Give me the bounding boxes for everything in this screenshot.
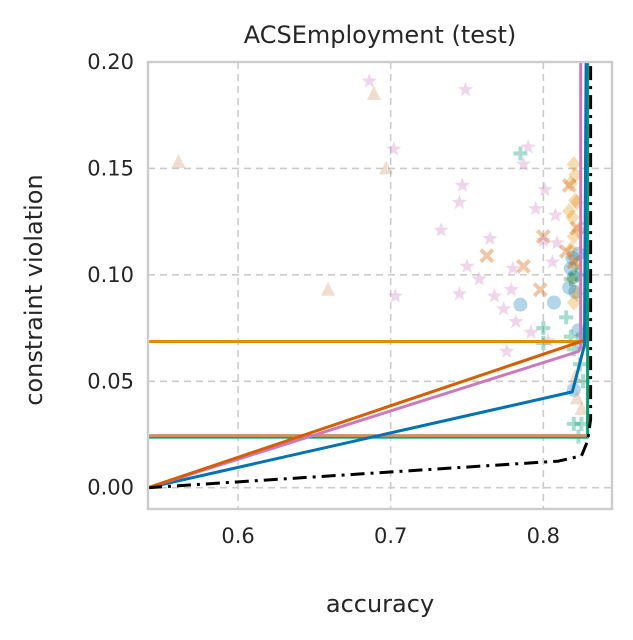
scatter-point-diamond [563, 175, 578, 192]
scatter-point-diamond [563, 241, 578, 258]
tick-labels: 0.6 0.7 0.8 0.00 0.05 0.10 0.15 0.20 [87, 50, 560, 548]
scatter-point-star [386, 141, 402, 156]
scatter-point-star [544, 254, 561, 269]
scatter-point-x [558, 244, 574, 259]
scatter-point-triangle [379, 160, 394, 175]
y-tick-label: 0.20 [87, 50, 134, 74]
scatter-point-plus [566, 416, 581, 431]
scatter-point-diamond [565, 209, 580, 226]
y-axis-label: constraint violation [20, 174, 48, 405]
axes-frame [146, 60, 614, 511]
scatter-point-star [535, 232, 551, 248]
scatter-point-x [561, 178, 577, 193]
scatter-point-diamond [568, 166, 583, 183]
scatter-point-diamond [565, 271, 580, 288]
scatter-point-star [515, 156, 532, 171]
scatter-point-x [516, 258, 531, 274]
scatter-point-star [549, 234, 565, 250]
plot-data [148, 62, 593, 490]
scatter-point-star [433, 222, 449, 237]
scatter-point-circle [568, 284, 583, 299]
scatter-point-star [451, 286, 467, 301]
scatter-point-star [520, 139, 536, 154]
scatter-point-circle [513, 297, 528, 312]
scatter-point-triangle [321, 281, 336, 296]
scatter-point-star [459, 258, 475, 273]
scatter-point-x [566, 254, 582, 270]
x-tick-label: 0.7 [374, 524, 407, 548]
scatter-point-circle [566, 269, 581, 284]
scatter-point-diamond [568, 256, 583, 273]
scatter-point-diamond [566, 294, 581, 311]
y-tick-label: 0.00 [87, 476, 134, 500]
scatter-point-x [479, 248, 495, 264]
scatter-point-diamond [566, 156, 581, 173]
scatter-point-triangle [569, 390, 584, 405]
series-line-frontier [148, 62, 593, 490]
scatter-point-diamond [568, 192, 583, 209]
chart-title: ACSEmployment (test) [244, 21, 517, 49]
scatter-point-star [499, 343, 515, 358]
scatter-point-diamond [566, 228, 581, 245]
scatter-point-star [523, 324, 539, 339]
scatter-point-star [451, 194, 467, 209]
scatter-point-star [508, 313, 524, 329]
scatter-point-circle [563, 261, 578, 276]
scatter-point-star [528, 200, 544, 216]
scatter-point-star [503, 281, 519, 297]
x-tick-label: 0.8 [527, 524, 560, 548]
scatter-point-star [537, 181, 553, 197]
series-line-pink [148, 62, 583, 490]
scatter-point-triangle [366, 85, 381, 100]
scatter-point-star [482, 230, 498, 246]
series-line-vermilion [148, 339, 584, 490]
scatter-point-x [532, 282, 548, 298]
series-line-blue [148, 62, 588, 490]
scatter-point-circle [562, 280, 577, 295]
scatter-point-star [505, 260, 521, 275]
scatter-point-plus [513, 146, 528, 161]
scatter-point-plus [536, 321, 551, 336]
y-tick-label: 0.10 [87, 263, 134, 287]
scatter-point-star [361, 73, 377, 88]
scatter-point-plus [563, 272, 578, 287]
scatter-point-star [457, 81, 474, 97]
scatter-point-x [535, 229, 551, 244]
scatter-point-star [454, 177, 470, 192]
y-tick-label: 0.05 [87, 369, 134, 393]
scatter-point-star [471, 271, 487, 286]
x-axis-label: accuracy [326, 590, 434, 618]
line-layer [148, 62, 593, 490]
scatter-point-triangle [171, 154, 186, 169]
scatter-point-diamond [562, 203, 577, 219]
y-tick-label: 0.15 [87, 156, 134, 180]
scatter-point-star [547, 207, 564, 222]
scatter-point-star [387, 288, 403, 303]
scatter-point-triangle [574, 400, 589, 415]
scatter-point-circle [547, 295, 561, 310]
x-tick-label: 0.6 [221, 524, 254, 548]
scatter-point-star [486, 288, 503, 303]
scatter-point-star [496, 300, 512, 316]
scatter-point-circle [565, 250, 580, 265]
scatter-point-plus [559, 310, 574, 325]
plot-frame [146, 60, 614, 511]
